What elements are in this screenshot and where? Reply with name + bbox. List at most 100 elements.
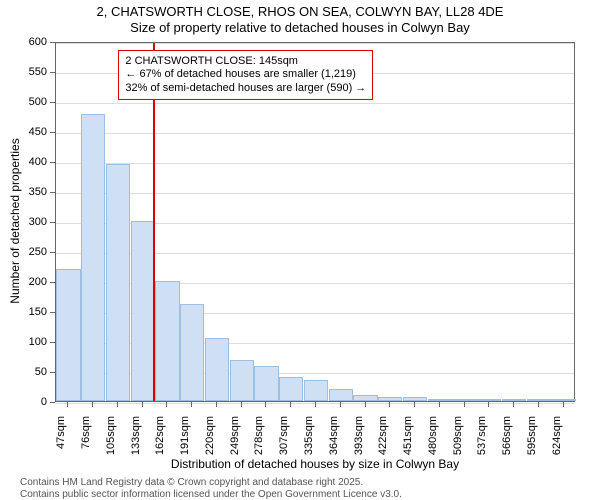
histogram-bar <box>279 377 303 401</box>
x-tick-mark <box>241 402 242 407</box>
histogram-bar <box>254 366 278 401</box>
x-tick-label: 249sqm <box>229 416 241 466</box>
gridline-y <box>56 103 574 104</box>
x-tick-label: 133sqm <box>130 416 142 466</box>
footer-line-1: Contains HM Land Registry data © Crown c… <box>20 477 363 489</box>
x-tick-label: 47sqm <box>55 416 67 466</box>
x-tick-mark <box>513 402 514 407</box>
histogram-bar <box>131 221 155 401</box>
x-tick-mark <box>142 402 143 407</box>
x-tick-mark <box>365 402 366 407</box>
y-tick-label: 500 <box>0 96 47 108</box>
y-tick-mark <box>50 372 55 373</box>
y-tick-mark <box>50 72 55 73</box>
y-tick-label: 450 <box>0 126 47 138</box>
y-tick-label: 550 <box>0 66 47 78</box>
y-tick-label: 50 <box>0 366 47 378</box>
histogram-bar <box>551 399 575 401</box>
histogram-bar <box>527 399 551 401</box>
y-tick-mark <box>50 342 55 343</box>
y-tick-label: 0 <box>0 396 47 408</box>
y-tick-label: 400 <box>0 156 47 168</box>
x-tick-mark <box>439 402 440 407</box>
y-tick-label: 250 <box>0 246 47 258</box>
callout-line: ← 67% of detached houses are smaller (1,… <box>125 68 366 81</box>
y-tick-label: 200 <box>0 276 47 288</box>
histogram-bar <box>81 114 105 401</box>
y-tick-label: 600 <box>0 36 47 48</box>
y-tick-mark <box>50 282 55 283</box>
x-tick-label: 76sqm <box>80 416 92 466</box>
histogram-bar <box>205 338 229 401</box>
histogram-bar <box>180 304 204 401</box>
x-tick-mark <box>67 402 68 407</box>
x-tick-mark <box>216 402 217 407</box>
histogram-bar <box>329 389 353 401</box>
x-tick-label: 451sqm <box>402 416 414 466</box>
y-tick-label: 100 <box>0 336 47 348</box>
x-tick-mark <box>389 402 390 407</box>
histogram-bar <box>403 397 427 401</box>
histogram-bar <box>304 380 328 401</box>
y-tick-mark <box>50 192 55 193</box>
histogram-bar <box>56 269 80 401</box>
x-tick-label: 307sqm <box>278 416 290 466</box>
x-tick-mark <box>117 402 118 407</box>
x-tick-label: 595sqm <box>526 416 538 466</box>
histogram-bar <box>477 399 501 401</box>
y-tick-mark <box>50 162 55 163</box>
gridline-y <box>56 43 574 44</box>
x-tick-mark <box>315 402 316 407</box>
x-tick-label: 480sqm <box>427 416 439 466</box>
gridline-y <box>56 163 574 164</box>
histogram-bar <box>106 164 130 401</box>
histogram-bar <box>378 397 402 401</box>
y-tick-mark <box>50 312 55 313</box>
histogram-bar <box>353 395 377 401</box>
x-tick-label: 335sqm <box>303 416 315 466</box>
y-tick-mark <box>50 402 55 403</box>
callout-line: 2 CHATSWORTH CLOSE: 145sqm <box>125 55 366 68</box>
chart-title-line2: Size of property relative to detached ho… <box>0 20 600 36</box>
x-tick-label: 393sqm <box>353 416 365 466</box>
callout-line: 32% of semi-detached houses are larger (… <box>125 82 366 95</box>
y-tick-label: 300 <box>0 216 47 228</box>
y-tick-mark <box>50 42 55 43</box>
histogram-bar <box>428 399 452 401</box>
histogram-bar <box>502 399 526 401</box>
x-tick-mark <box>265 402 266 407</box>
x-tick-mark <box>488 402 489 407</box>
plot-area: 2 CHATSWORTH CLOSE: 145sqm← 67% of detac… <box>55 42 575 402</box>
y-tick-mark <box>50 132 55 133</box>
x-tick-mark <box>191 402 192 407</box>
x-tick-mark <box>290 402 291 407</box>
y-tick-mark <box>50 102 55 103</box>
histogram-bar <box>452 399 476 401</box>
histogram-bar <box>155 281 179 401</box>
x-tick-label: 566sqm <box>501 416 513 466</box>
x-tick-label: 278sqm <box>253 416 265 466</box>
x-tick-mark <box>166 402 167 407</box>
gridline-y <box>56 193 574 194</box>
x-tick-mark <box>563 402 564 407</box>
x-tick-label: 509sqm <box>452 416 464 466</box>
x-tick-label: 220sqm <box>204 416 216 466</box>
x-tick-mark <box>538 402 539 407</box>
x-tick-label: 537sqm <box>476 416 488 466</box>
x-tick-mark <box>340 402 341 407</box>
callout-box: 2 CHATSWORTH CLOSE: 145sqm← 67% of detac… <box>118 50 373 100</box>
x-tick-label: 191sqm <box>179 416 191 466</box>
footer-line-2: Contains public sector information licen… <box>20 489 402 500</box>
y-tick-mark <box>50 252 55 253</box>
y-tick-mark <box>50 222 55 223</box>
histogram-bar <box>230 360 254 401</box>
x-tick-mark <box>464 402 465 407</box>
x-tick-mark <box>414 402 415 407</box>
x-tick-mark <box>92 402 93 407</box>
x-tick-label: 624sqm <box>551 416 563 466</box>
gridline-y <box>56 133 574 134</box>
x-tick-label: 162sqm <box>154 416 166 466</box>
x-tick-label: 364sqm <box>328 416 340 466</box>
x-tick-label: 422sqm <box>377 416 389 466</box>
chart-title-line1: 2, CHATSWORTH CLOSE, RHOS ON SEA, COLWYN… <box>0 4 600 20</box>
